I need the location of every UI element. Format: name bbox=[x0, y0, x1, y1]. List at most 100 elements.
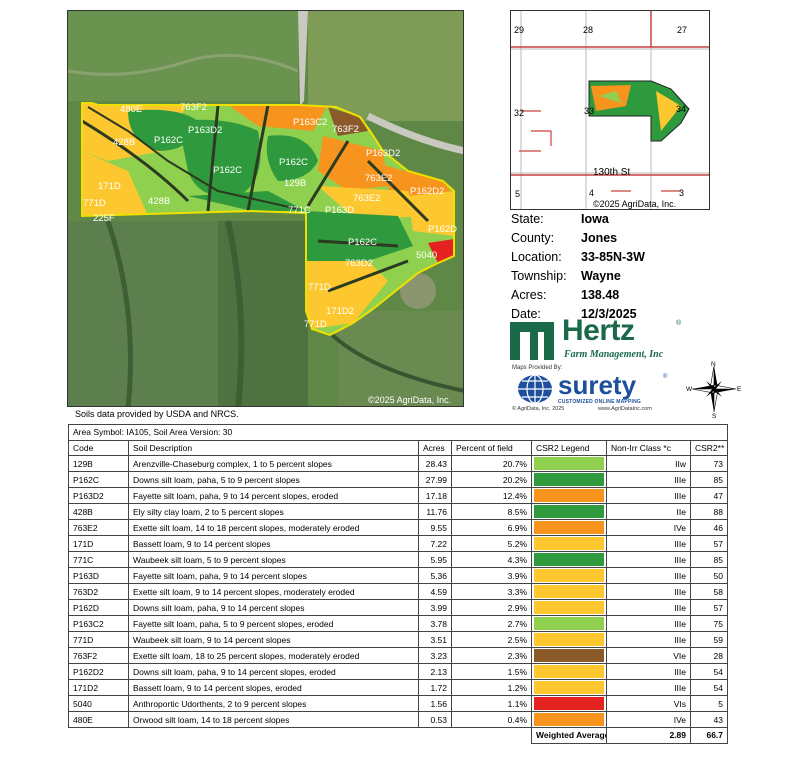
table-row: 428B Ely silty clay loam, 2 to 5 percent … bbox=[68, 503, 729, 521]
csr2-color-swatch bbox=[534, 617, 604, 631]
soil-percent: 1.5% bbox=[451, 663, 532, 681]
compass-e: E bbox=[737, 386, 742, 393]
table-row: 763E2 Exette silt loam, 14 to 18 percent … bbox=[68, 519, 729, 537]
soil-description: Ely silty clay loam, 2 to 5 percent slop… bbox=[128, 503, 419, 521]
soil-acres: 28.43 bbox=[418, 455, 452, 473]
soil-class: IIw bbox=[606, 455, 691, 473]
soil-map-label: P162C bbox=[279, 157, 308, 168]
soil-class: IIIe bbox=[606, 487, 691, 505]
soil-code: P163D2 bbox=[68, 487, 129, 505]
compass-rose-icon: N S W E bbox=[686, 360, 742, 420]
csr2-color-swatch bbox=[534, 665, 604, 679]
locator-map: 29 28 27 32 33 34 5 4 3 130th St ©2025 A… bbox=[510, 10, 710, 210]
hertz-name: Hertz bbox=[562, 314, 635, 347]
soil-percent: 20.7% bbox=[451, 455, 532, 473]
soil-csr2: 47 bbox=[689, 487, 729, 505]
soil-acres: 3.51 bbox=[418, 631, 452, 649]
soil-class: IIIe bbox=[606, 551, 691, 569]
info-state: State: Iowa bbox=[511, 209, 711, 228]
info-township: Township: Wayne bbox=[511, 266, 711, 285]
soil-description: Bassett loam, 9 to 14 percent slopes bbox=[128, 535, 419, 553]
soil-description: Anthroportic Udorthents, 2 to 9 percent … bbox=[128, 695, 419, 713]
soil-csr2: 58 bbox=[689, 583, 729, 601]
soil-percent: 4.3% bbox=[451, 551, 532, 569]
soil-class: IVe bbox=[606, 711, 691, 729]
soil-acres: 3.78 bbox=[418, 615, 452, 633]
soil-percent: 1.2% bbox=[451, 679, 532, 697]
csr2-color-swatch bbox=[534, 473, 604, 487]
property-info: State: Iowa County: Jones Location: 33-85N-… bbox=[511, 209, 711, 323]
map-copyright: ©2025 AgriData, Inc. bbox=[368, 395, 451, 405]
soil-map-label: 428B bbox=[148, 196, 170, 207]
soil-description: Exette silt loam, 9 to 14 percent slopes… bbox=[128, 583, 419, 601]
soil-description: Arenzville-Chaseburg complex, 1 to 5 per… bbox=[128, 455, 419, 473]
soil-csr2: 59 bbox=[689, 631, 729, 649]
weighted-label: Weighted Average bbox=[531, 727, 607, 744]
csr2-swatch bbox=[531, 487, 607, 505]
soil-description: Bassett loam, 9 to 14 percent slopes, er… bbox=[128, 679, 419, 697]
csr2-swatch bbox=[531, 631, 607, 649]
soil-percent: 2.7% bbox=[451, 615, 532, 633]
soil-description: Fayette silt loam, paha, 9 to 14 percent… bbox=[128, 487, 419, 505]
soil-class: VIs bbox=[606, 695, 691, 713]
soil-class: IIIe bbox=[606, 631, 691, 649]
soil-map-label: P162D2 bbox=[410, 186, 444, 197]
hertz-subtitle: Farm Management, Inc bbox=[564, 349, 664, 360]
info-date: Date: 12/3/2025 bbox=[511, 304, 711, 323]
soil-map-label: P162C bbox=[348, 237, 377, 248]
section-33: 33 bbox=[584, 106, 594, 116]
soil-code: 763E2 bbox=[68, 519, 129, 537]
col-description: Soil Description bbox=[128, 439, 419, 457]
csr2-color-swatch bbox=[534, 489, 604, 503]
soil-csr2: 57 bbox=[689, 599, 729, 617]
soil-code: 5040 bbox=[68, 695, 129, 713]
soil-class: IIIe bbox=[606, 567, 691, 585]
soil-percent: 1.1% bbox=[451, 695, 532, 713]
col-csr2: CSR2** bbox=[689, 439, 729, 457]
soil-class: IIe bbox=[606, 503, 691, 521]
col-legend: CSR2 Legend bbox=[531, 439, 607, 457]
csr2-color-swatch bbox=[534, 537, 604, 551]
source-note: Soils data provided by USDA and NRCS. bbox=[75, 409, 239, 419]
soil-map-label: 428B bbox=[113, 137, 135, 148]
info-value: 12/3/2025 bbox=[581, 306, 637, 321]
surety-tagline: CUSTOMIZED ONLINE MAPPING bbox=[558, 399, 641, 405]
soil-map-label: 763E2 bbox=[365, 173, 392, 184]
table-row: 5040 Anthroportic Udorthents, 2 to 9 perc… bbox=[68, 695, 729, 713]
soil-csr2: 46 bbox=[689, 519, 729, 537]
csr2-swatch bbox=[531, 663, 607, 681]
surety-name: surety bbox=[558, 370, 637, 400]
soil-percent: 2.3% bbox=[451, 647, 532, 665]
soil-class: IIIe bbox=[606, 583, 691, 601]
soil-percent: 2.5% bbox=[451, 631, 532, 649]
soil-acres: 9.55 bbox=[418, 519, 452, 537]
soil-csr2: 73 bbox=[689, 455, 729, 473]
soil-table: Area Symbol: IA105, Soil Area Version: 3… bbox=[67, 424, 729, 744]
col-class: Non-Irr Class *c bbox=[606, 439, 691, 457]
info-key: Date: bbox=[511, 306, 541, 321]
csr2-color-swatch bbox=[534, 633, 604, 647]
table-row: 480E Orwood silt loam, 14 to 18 percent s… bbox=[68, 711, 729, 729]
soil-map-label: P163D2 bbox=[188, 125, 222, 136]
table-row: 771D Waubeek silt loam, 9 to 14 percent s… bbox=[68, 631, 729, 649]
soil-code: 771C bbox=[68, 551, 129, 569]
info-key: Township: bbox=[511, 268, 567, 283]
soil-map-label: 771D bbox=[304, 319, 327, 330]
csr2-color-swatch bbox=[534, 601, 604, 615]
soil-acres: 3.99 bbox=[418, 599, 452, 617]
soil-map-label: P163D2 bbox=[366, 148, 400, 159]
soil-percent: 3.9% bbox=[451, 567, 532, 585]
table-row: P163D Fayette silt loam, paha, 9 to 14 pe… bbox=[68, 567, 729, 585]
col-acres: Acres bbox=[418, 439, 452, 457]
soil-percent: 2.9% bbox=[451, 599, 532, 617]
soil-description: Exette silt loam, 18 to 25 percent slope… bbox=[128, 647, 419, 665]
soil-acres: 5.95 bbox=[418, 551, 452, 569]
soil-description: Fayette silt loam, paha, 5 to 9 percent … bbox=[128, 615, 419, 633]
soil-code: 171D bbox=[68, 535, 129, 553]
soil-code: 771D bbox=[68, 631, 129, 649]
soil-acres: 1.72 bbox=[418, 679, 452, 697]
csr2-swatch bbox=[531, 647, 607, 665]
info-value: 33-85N-3W bbox=[581, 249, 645, 264]
soil-percent: 3.3% bbox=[451, 583, 532, 601]
csr2-color-swatch bbox=[534, 505, 604, 519]
